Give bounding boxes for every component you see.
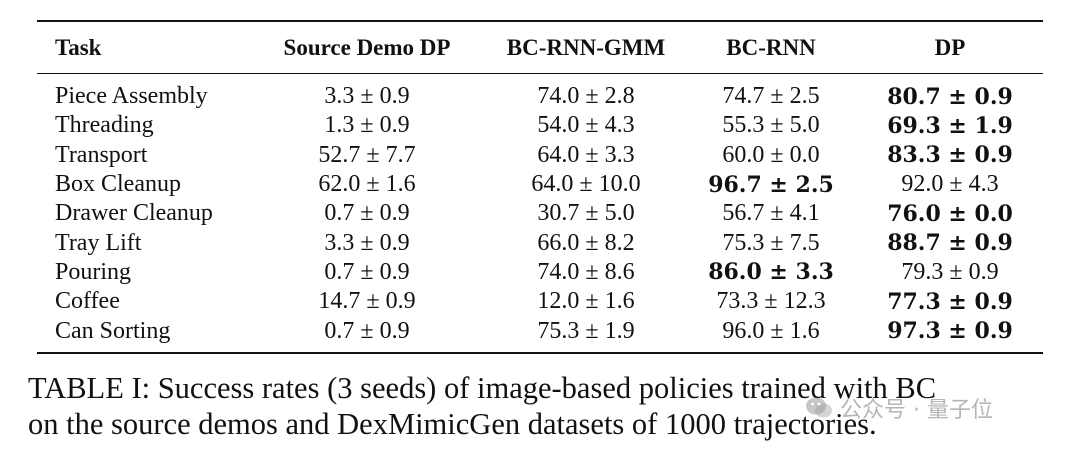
- column-header-task: Task: [55, 34, 102, 60]
- best-result-cell: 96.7 ± 2.5: [708, 171, 834, 198]
- result-cell: 12.0 ± 1.6: [537, 288, 635, 315]
- result-cell: 74.7 ± 2.5: [722, 83, 820, 110]
- table-row: Tray Lift 3.3 ± 0.9 66.0 ± 8.2 75.3 ± 7.5 88…: [37, 228, 1043, 257]
- result-cell: 92.0 ± 4.3: [901, 171, 999, 198]
- results-table-body: Piece Assembly 3.3 ± 0.9 74.0 ± 2.8 74.7 ± …: [37, 74, 1043, 352]
- result-cell: 96.0 ± 1.6: [722, 317, 820, 344]
- task-name-cell: Threading: [55, 112, 154, 139]
- column-header-dp: DP: [934, 34, 966, 60]
- best-result-cell: 86.0 ± 3.3: [708, 259, 834, 286]
- table-row: Piece Assembly 3.3 ± 0.9 74.0 ± 2.8 74.7 ± …: [37, 74, 1043, 111]
- result-cell: 79.3 ± 0.9: [901, 258, 999, 285]
- result-cell: 0.7 ± 0.9: [324, 317, 410, 344]
- task-name-cell: Piece Assembly: [55, 83, 208, 110]
- task-name-cell: Drawer Cleanup: [55, 200, 213, 227]
- result-cell: 73.3 ± 12.3: [716, 288, 826, 315]
- result-cell: 54.0 ± 4.3: [537, 112, 635, 139]
- result-cell: 64.0 ± 3.3: [537, 141, 635, 168]
- result-cell: 14.7 ± 0.9: [318, 288, 416, 315]
- best-result-cell: 80.7 ± 0.9: [887, 83, 1013, 110]
- result-cell: 0.7 ± 0.9: [324, 258, 410, 285]
- best-result-cell: 83.3 ± 0.9: [887, 142, 1013, 169]
- task-name-cell: Box Cleanup: [55, 171, 181, 198]
- best-result-cell: 76.0 ± 0.0: [887, 200, 1013, 227]
- result-cell: 74.0 ± 2.8: [537, 83, 635, 110]
- result-cell: 74.0 ± 8.6: [537, 258, 635, 285]
- result-cell: 52.7 ± 7.7: [318, 141, 416, 168]
- result-cell: 75.3 ± 7.5: [722, 229, 820, 256]
- task-name-cell: Can Sorting: [55, 317, 171, 344]
- table-row: Coffee 14.7 ± 0.9 12.0 ± 1.6 73.3 ± 12.3 77.…: [37, 287, 1043, 316]
- bottom-rule: [37, 351, 1043, 354]
- result-cell: 30.7 ± 5.0: [537, 200, 635, 227]
- top-rule: [37, 20, 1043, 22]
- best-result-cell: 69.3 ± 1.9: [887, 112, 1013, 139]
- column-header-bc-rnn: BC-RNN: [726, 34, 816, 60]
- result-cell: 64.0 ± 10.0: [531, 171, 641, 198]
- column-header-bc-rnn-gmm: BC-RNN-GMM: [506, 34, 666, 60]
- result-cell: 66.0 ± 8.2: [537, 229, 635, 256]
- table-row: Box Cleanup 62.0 ± 1.6 64.0 ± 10.0 96.7 ± 2…: [37, 170, 1043, 199]
- result-cell: 75.3 ± 1.9: [537, 317, 635, 344]
- watermark-text: 公众号 · 量子位: [840, 398, 993, 423]
- result-cell: 55.3 ± 5.0: [722, 112, 820, 139]
- task-name-cell: Coffee: [55, 288, 120, 315]
- result-cell: 1.3 ± 0.9: [324, 112, 410, 139]
- task-name-cell: Tray Lift: [55, 229, 142, 256]
- table-caption: TABLE I: Success rates (3 seeds) of imag…: [28, 370, 1068, 442]
- table-row: Threading 1.3 ± 0.9 54.0 ± 4.3 55.3 ± 5.0 69…: [37, 111, 1043, 140]
- column-header-source-demo-dp: Source Demo DP: [283, 34, 451, 60]
- task-name-cell: Transport: [55, 141, 148, 168]
- caption-line-1: TABLE I: Success rates (3 seeds) of imag…: [28, 371, 937, 405]
- task-name-cell: Pouring: [55, 258, 132, 285]
- results-table-container: Task Source Demo DP BC-RNN-GMM BC-RNN DP…: [37, 20, 1043, 354]
- results-table: Task Source Demo DP BC-RNN-GMM BC-RNN DP: [37, 22, 1043, 73]
- table-row: Transport 52.7 ± 7.7 64.0 ± 3.3 60.0 ± 0.0 8…: [37, 141, 1043, 170]
- header-rule: [37, 73, 1043, 74]
- result-cell: 62.0 ± 1.6: [318, 171, 416, 198]
- result-cell: 60.0 ± 0.0: [722, 141, 820, 168]
- result-cell: 3.3 ± 0.9: [324, 229, 410, 256]
- wechat-icon: [804, 395, 834, 421]
- best-result-cell: 97.3 ± 0.9: [887, 318, 1013, 345]
- best-result-cell: 77.3 ± 0.9: [887, 288, 1013, 315]
- result-cell: 3.3 ± 0.9: [324, 83, 410, 110]
- result-cell: 0.7 ± 0.9: [324, 200, 410, 227]
- watermark: 公众号 · 量子位: [804, 392, 993, 424]
- header-row: Task Source Demo DP BC-RNN-GMM BC-RNN DP: [37, 22, 1043, 73]
- table-row: Drawer Cleanup 0.7 ± 0.9 30.7 ± 5.0 56.7 ± …: [37, 199, 1043, 228]
- best-result-cell: 88.7 ± 0.9: [887, 230, 1013, 257]
- table-row: Can Sorting 0.7 ± 0.9 75.3 ± 1.9 96.0 ± 1.6…: [37, 316, 1043, 351]
- caption-line-2: on the source demos and DexMimicGen data…: [28, 407, 877, 441]
- result-cell: 56.7 ± 4.1: [722, 200, 820, 227]
- table-row: Pouring 0.7 ± 0.9 74.0 ± 8.6 86.0 ± 3.3 79.3…: [37, 258, 1043, 287]
